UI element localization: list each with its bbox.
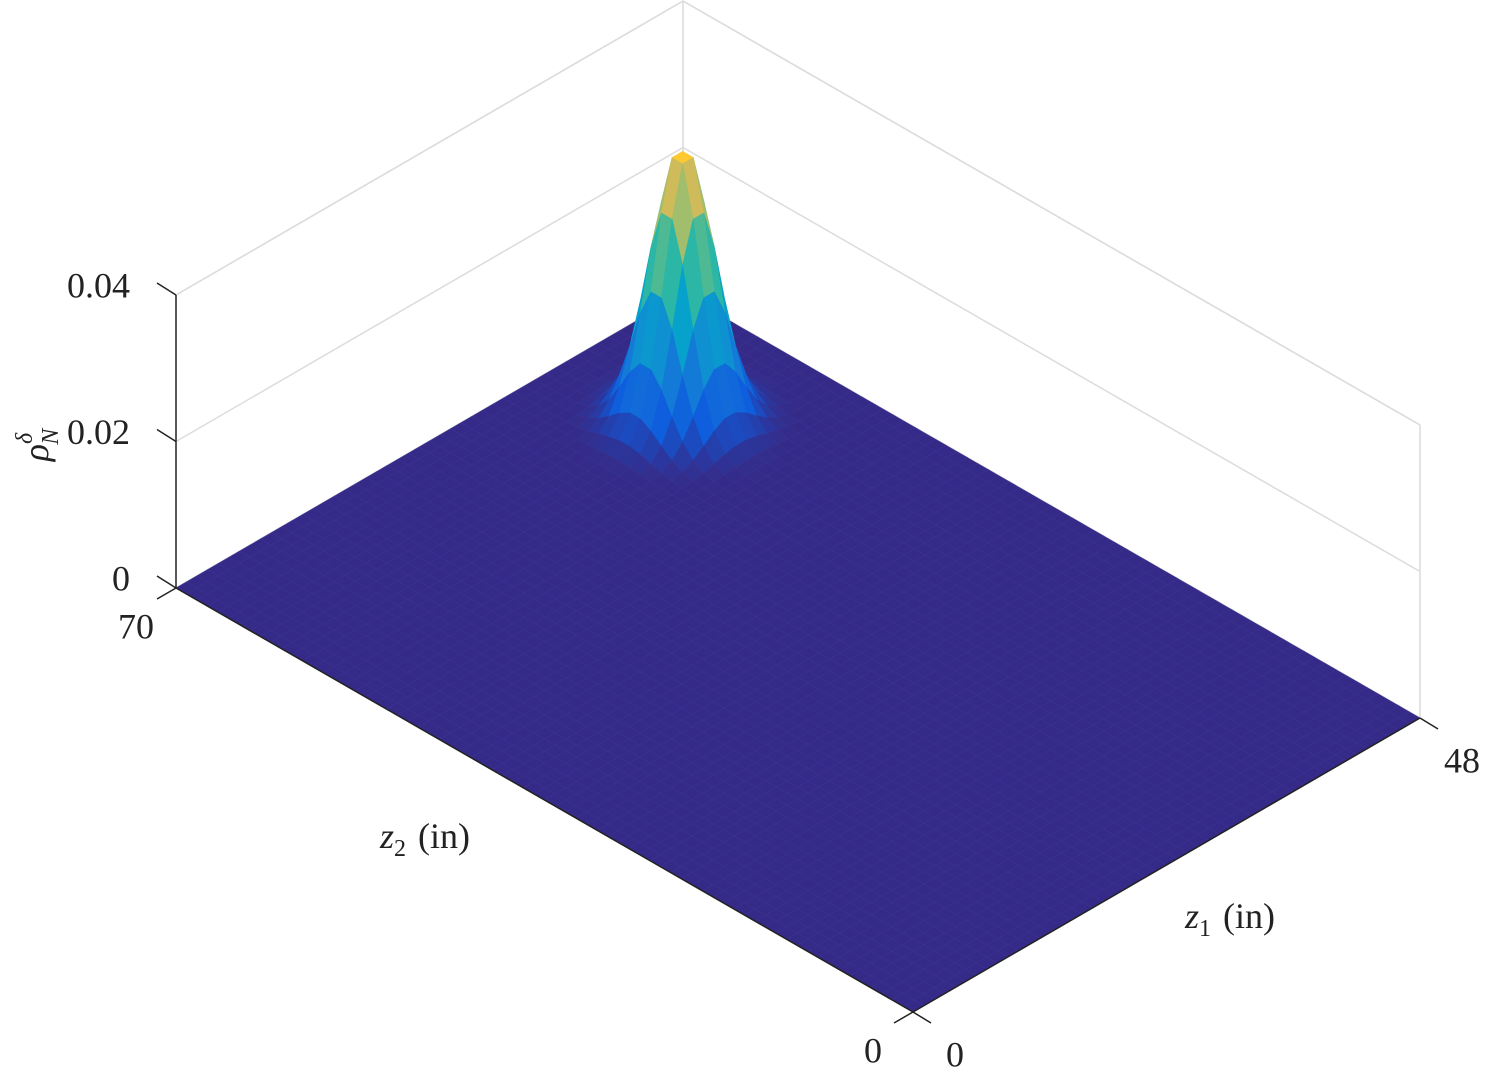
x-tick bbox=[912, 1011, 932, 1024]
label-subscript: 2 bbox=[394, 836, 406, 862]
label-unit: (in) bbox=[1223, 896, 1275, 936]
y-tick bbox=[893, 1011, 914, 1024]
label-superscript: δ bbox=[12, 432, 38, 444]
y-axis-label: z2 (in) bbox=[379, 816, 470, 862]
z-axis-label: ρδN bbox=[12, 427, 64, 462]
label-subscript: N bbox=[38, 427, 64, 446]
z-tick-label: 0.04 bbox=[67, 265, 130, 305]
x-tick-label: 48 bbox=[1444, 740, 1480, 780]
z-tick-label: 0 bbox=[112, 558, 130, 598]
surface bbox=[175, 150, 1421, 1013]
z-tick-label: 0.02 bbox=[67, 412, 130, 452]
z-tick bbox=[156, 282, 177, 296]
label-symbol: z bbox=[1184, 896, 1199, 936]
x-axis bbox=[912, 717, 1421, 1013]
z-tick bbox=[156, 575, 177, 589]
x-tick-label: 0 bbox=[946, 1034, 964, 1070]
z-tick bbox=[156, 428, 177, 443]
x-axis-label: z1 (in) bbox=[1184, 896, 1275, 942]
y-axis bbox=[175, 587, 914, 1013]
grid-line bbox=[175, 0, 1421, 426]
y-tick-label: 70 bbox=[118, 606, 154, 646]
label-unit: (in) bbox=[418, 816, 470, 856]
label-symbol: ρ bbox=[16, 444, 56, 462]
label-subscript: 1 bbox=[1199, 916, 1211, 942]
grid-line bbox=[175, 146, 1421, 573]
x-tick bbox=[1419, 717, 1439, 730]
y-tick bbox=[156, 587, 177, 600]
label-symbol: z bbox=[379, 816, 394, 856]
y-tick-label: 0 bbox=[864, 1030, 882, 1070]
